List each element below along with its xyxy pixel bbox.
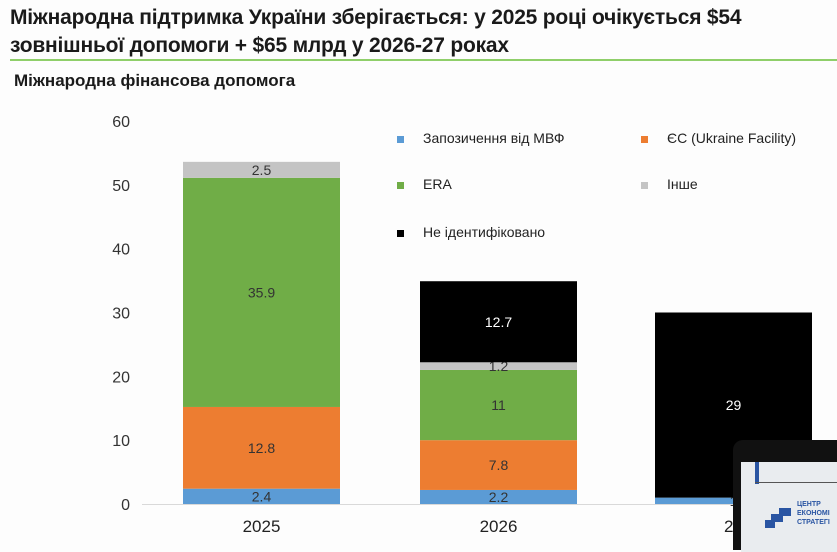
bar-segment: [420, 440, 577, 490]
legend-label: Запозичення від МВФ: [423, 130, 565, 146]
data-label: 2.5: [252, 162, 272, 178]
bar-segment: [420, 369, 577, 441]
title-underline: [10, 59, 837, 61]
slide-title-line-2: зовнішньої допомоги + $65 млрд у 2026-27…: [10, 34, 509, 57]
data-label: 7.8: [489, 457, 509, 473]
data-label: 29: [726, 397, 742, 413]
y-tick-label: 40: [112, 242, 130, 259]
data-label: 2.4: [252, 488, 272, 504]
data-label: 2.2: [489, 489, 509, 505]
y-tick-label: 60: [112, 114, 130, 131]
legend-swatch: [397, 230, 404, 237]
bar-segment: [183, 177, 340, 407]
brand-logo-icon: [765, 508, 791, 528]
bar-segment: [183, 488, 340, 504]
legend-swatch: [397, 182, 404, 189]
legend-label: Інше: [667, 176, 698, 192]
y-tick-label: 0: [121, 497, 130, 514]
slide-title-line-1: Міжнародна підтримка України зберігаєтьс…: [10, 6, 742, 29]
slide-title: Міжнародна підтримка України зберігаєтьс…: [10, 4, 837, 60]
legend-swatch: [641, 136, 648, 143]
bar-segment: [420, 362, 577, 370]
bar-segment: [183, 161, 340, 178]
data-label: 12.7: [485, 314, 512, 330]
webcam-overlay: ЦЕНТР ЕКОНОМІ СТРАТЕГІ: [733, 440, 837, 552]
y-tick-label: 50: [112, 178, 130, 195]
y-tick-label: 30: [112, 306, 130, 323]
legend-swatch: [641, 182, 648, 189]
legend-label: ERA: [423, 176, 452, 192]
y-tick-label: 20: [112, 369, 130, 386]
data-label: 35.9: [248, 284, 275, 300]
brand-text: ЦЕНТР ЕКОНОМІ СТРАТЕГІ: [797, 500, 830, 527]
bar-segment: [183, 406, 340, 489]
data-label: 12.8: [248, 440, 275, 456]
x-tick-label: 2026: [480, 517, 518, 536]
document-accent: [755, 462, 759, 484]
y-tick-label: 10: [112, 433, 130, 450]
x-tick-label: 2025: [243, 517, 281, 536]
brand-line-3: СТРАТЕГІ: [797, 519, 830, 526]
document-rule: [755, 482, 837, 483]
brand-line-1: ЦЕНТР: [797, 501, 821, 508]
bar-segment: [420, 489, 577, 504]
legend-label: ЄС (Ukraine Facility): [667, 130, 797, 146]
brand-line-2: ЕКОНОМІ: [797, 510, 830, 517]
chart-title: Міжнародна фінансова допомога: [14, 71, 296, 90]
bar-segment: [420, 281, 577, 363]
data-label: 11: [491, 397, 506, 413]
legend-swatch: [397, 136, 404, 143]
overlay-document: [741, 462, 837, 552]
legend-label: Не ідентифіковано: [423, 224, 546, 240]
